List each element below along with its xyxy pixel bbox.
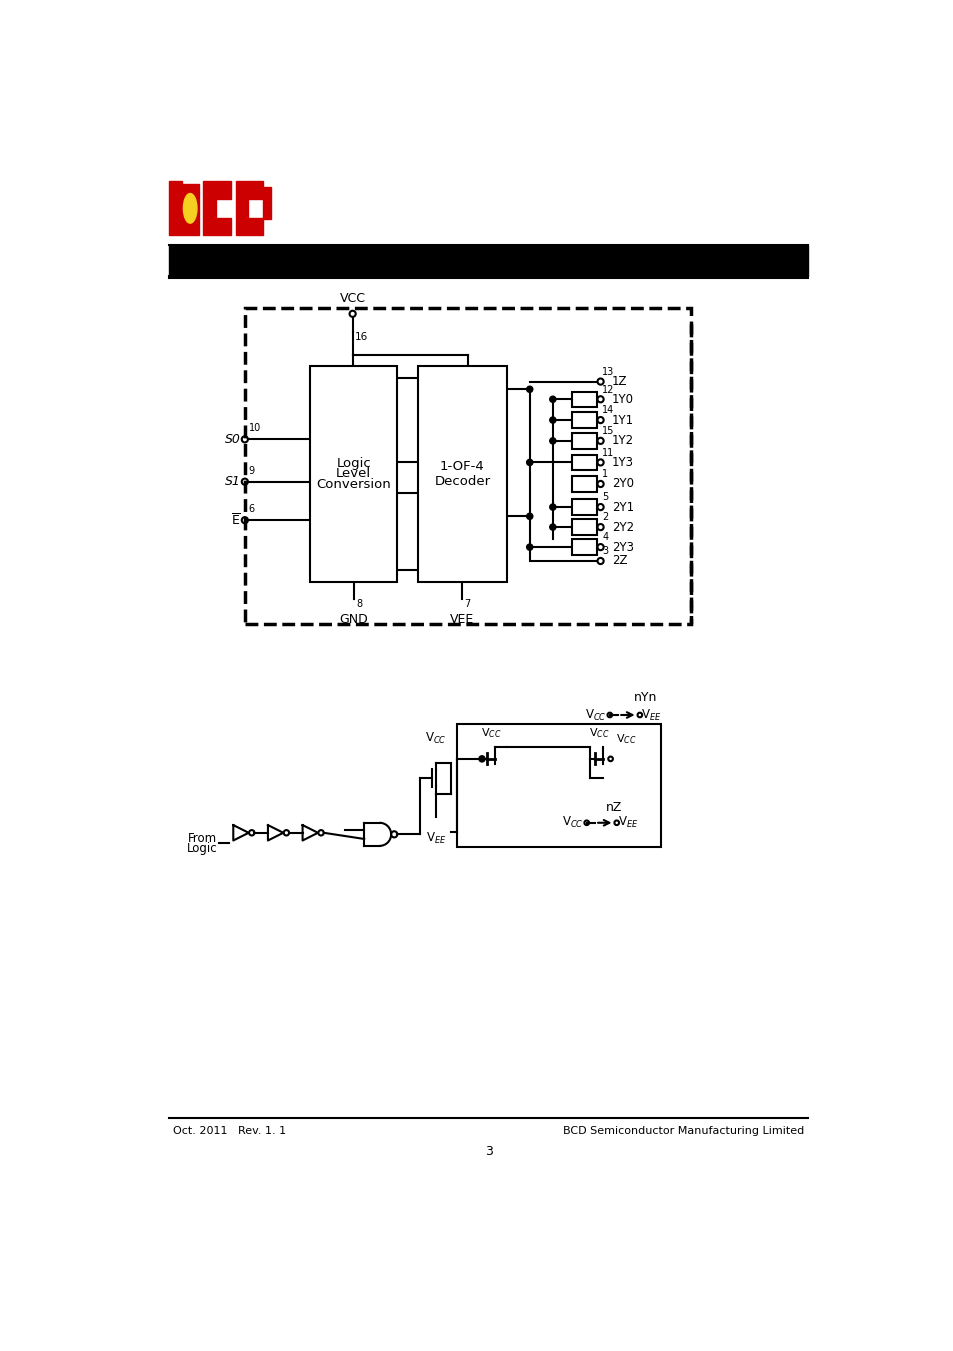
Circle shape	[526, 459, 533, 466]
Text: V$_{EE}$: V$_{EE}$	[618, 815, 639, 831]
Text: Level: Level	[335, 467, 371, 481]
Text: 2: 2	[601, 512, 608, 523]
Bar	[572, 539, 596, 555]
Text: 1Z: 1Z	[612, 376, 627, 388]
Text: 8: 8	[355, 600, 362, 609]
Text: V$_{CC}$: V$_{CC}$	[588, 725, 609, 739]
Bar	[203, 181, 215, 235]
Text: 3: 3	[484, 1146, 493, 1158]
Text: VEE: VEE	[450, 612, 474, 626]
Text: Conversion: Conversion	[316, 478, 391, 492]
Text: Logic: Logic	[187, 842, 217, 855]
Bar	[235, 181, 248, 235]
Text: Decoder: Decoder	[434, 476, 490, 488]
Text: 1-OF-4: 1-OF-4	[439, 459, 484, 473]
Text: 2Y2: 2Y2	[612, 520, 634, 534]
Text: Oct. 2011   Rev. 1. 1: Oct. 2011 Rev. 1. 1	[173, 1125, 286, 1136]
Circle shape	[549, 417, 556, 423]
Text: S0: S0	[225, 432, 241, 446]
Text: 11: 11	[601, 447, 614, 458]
Circle shape	[549, 438, 556, 444]
Text: 2Y3: 2Y3	[612, 540, 634, 554]
Circle shape	[526, 513, 533, 519]
Bar	[215, 181, 231, 199]
Text: 5: 5	[601, 493, 608, 503]
Bar	[170, 181, 181, 235]
Text: From: From	[188, 832, 217, 844]
Circle shape	[549, 504, 556, 511]
Text: V$_{CC}$: V$_{CC}$	[480, 725, 501, 739]
Bar	[310, 366, 396, 582]
Ellipse shape	[183, 193, 196, 223]
Bar	[417, 366, 506, 582]
Bar	[572, 434, 596, 449]
Text: V$_{CC}$: V$_{CC}$	[424, 731, 446, 746]
Text: VCC: VCC	[339, 292, 365, 305]
Text: V$_{CC}$: V$_{CC}$	[561, 815, 583, 831]
Text: V$_{EE}$: V$_{EE}$	[640, 708, 661, 723]
Circle shape	[526, 386, 533, 392]
Bar	[170, 246, 807, 276]
Text: 12: 12	[601, 385, 614, 394]
Text: nYn: nYn	[633, 690, 657, 704]
Text: 1Y2: 1Y2	[612, 435, 634, 447]
Text: 9: 9	[249, 466, 254, 476]
Text: V$_{EE}$: V$_{EE}$	[425, 831, 446, 846]
Text: 1Y3: 1Y3	[612, 455, 634, 469]
Bar	[248, 218, 263, 235]
Text: 2Y1: 2Y1	[612, 501, 634, 513]
Text: 2Y0: 2Y0	[612, 477, 634, 490]
Bar	[245, 308, 691, 624]
Circle shape	[549, 396, 556, 403]
Bar	[572, 392, 596, 407]
Text: 16: 16	[355, 331, 368, 342]
Text: 14: 14	[601, 405, 614, 416]
Text: 1: 1	[601, 469, 608, 480]
Text: 1Y1: 1Y1	[612, 413, 634, 427]
Text: GND: GND	[339, 612, 368, 626]
Circle shape	[478, 755, 484, 762]
Bar	[456, 724, 659, 847]
Bar	[181, 185, 198, 209]
Text: 2Z: 2Z	[612, 554, 627, 567]
Text: 1Y0: 1Y0	[612, 393, 634, 405]
Text: 4: 4	[601, 532, 608, 543]
Bar	[572, 500, 596, 515]
Text: $\mathregular{\overline{E}}$: $\mathregular{\overline{E}}$	[231, 512, 241, 528]
Text: BCD Semiconductor Manufacturing Limited: BCD Semiconductor Manufacturing Limited	[563, 1125, 803, 1136]
Bar	[572, 519, 596, 535]
Bar	[215, 218, 231, 235]
Text: 15: 15	[601, 426, 614, 436]
Text: 6: 6	[249, 504, 254, 513]
Text: 10: 10	[249, 423, 261, 434]
Text: 3: 3	[601, 546, 608, 557]
Bar	[181, 209, 198, 235]
Bar	[263, 186, 271, 219]
Text: Logic: Logic	[336, 457, 371, 470]
Text: nZ: nZ	[605, 801, 622, 813]
Text: V$_{CC}$: V$_{CC}$	[616, 732, 636, 746]
Circle shape	[549, 524, 556, 530]
Text: 13: 13	[601, 367, 614, 377]
Bar	[572, 455, 596, 470]
Circle shape	[526, 544, 533, 550]
Text: 7: 7	[464, 600, 471, 609]
Bar	[572, 477, 596, 492]
Bar	[248, 181, 263, 199]
Text: V$_{CC}$: V$_{CC}$	[584, 708, 606, 723]
Bar	[572, 412, 596, 428]
Text: S1: S1	[225, 476, 241, 488]
